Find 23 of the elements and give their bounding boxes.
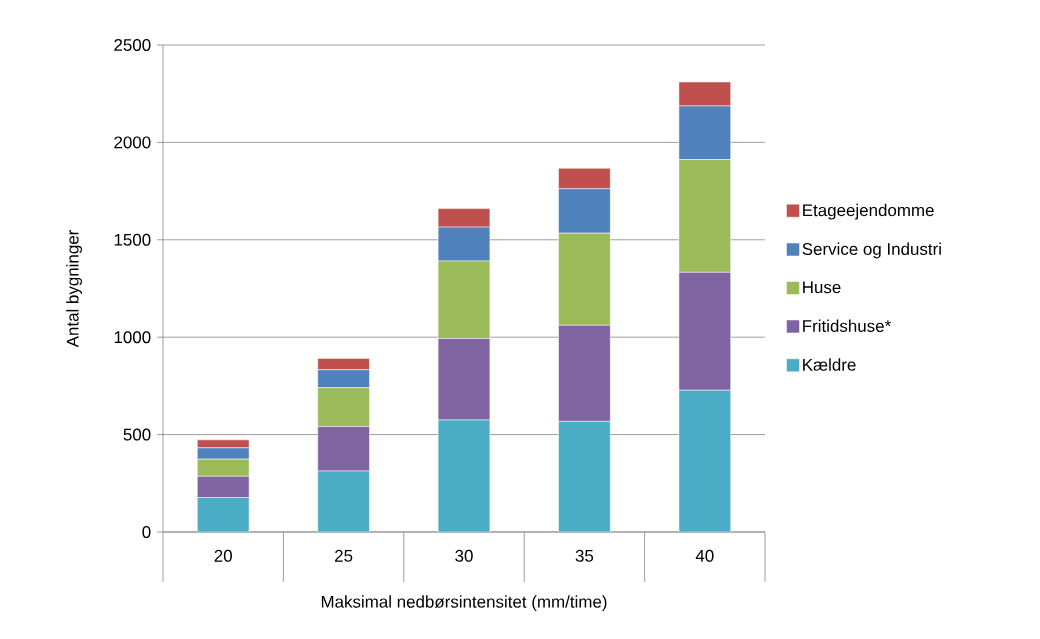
bar	[678, 389, 731, 532]
x-tick-label: 35	[575, 549, 594, 562]
y-axis-title: Antal bygninger	[66, 229, 82, 348]
bar	[317, 470, 370, 532]
bar	[437, 419, 491, 532]
legend-label: Etageejendomme	[803, 203, 934, 220]
y-tick-label: 0	[142, 525, 151, 538]
y-tick-label: 1500	[114, 233, 151, 246]
legend-label: Fritidshuse*	[803, 319, 891, 333]
y-tick-label: 500	[123, 428, 151, 441]
legend-label: Kældre	[803, 358, 856, 371]
x-tick-label: 20	[214, 549, 232, 562]
legend-label: Service og Industri	[802, 242, 941, 259]
legend-label: Huse	[803, 281, 841, 294]
y-tick-label: 2000	[114, 136, 151, 149]
bar	[558, 421, 611, 532]
x-tick-label: 25	[335, 549, 353, 562]
x-tick-label: 30	[455, 549, 473, 562]
y-tick-label: 1000	[114, 331, 151, 344]
x-axis-title: Maksimal nedbørsintensitet (mm/time)	[321, 595, 607, 612]
y-tick-label: 2500	[114, 38, 151, 51]
x-tick-label: 40	[695, 549, 714, 562]
bar	[197, 497, 250, 532]
